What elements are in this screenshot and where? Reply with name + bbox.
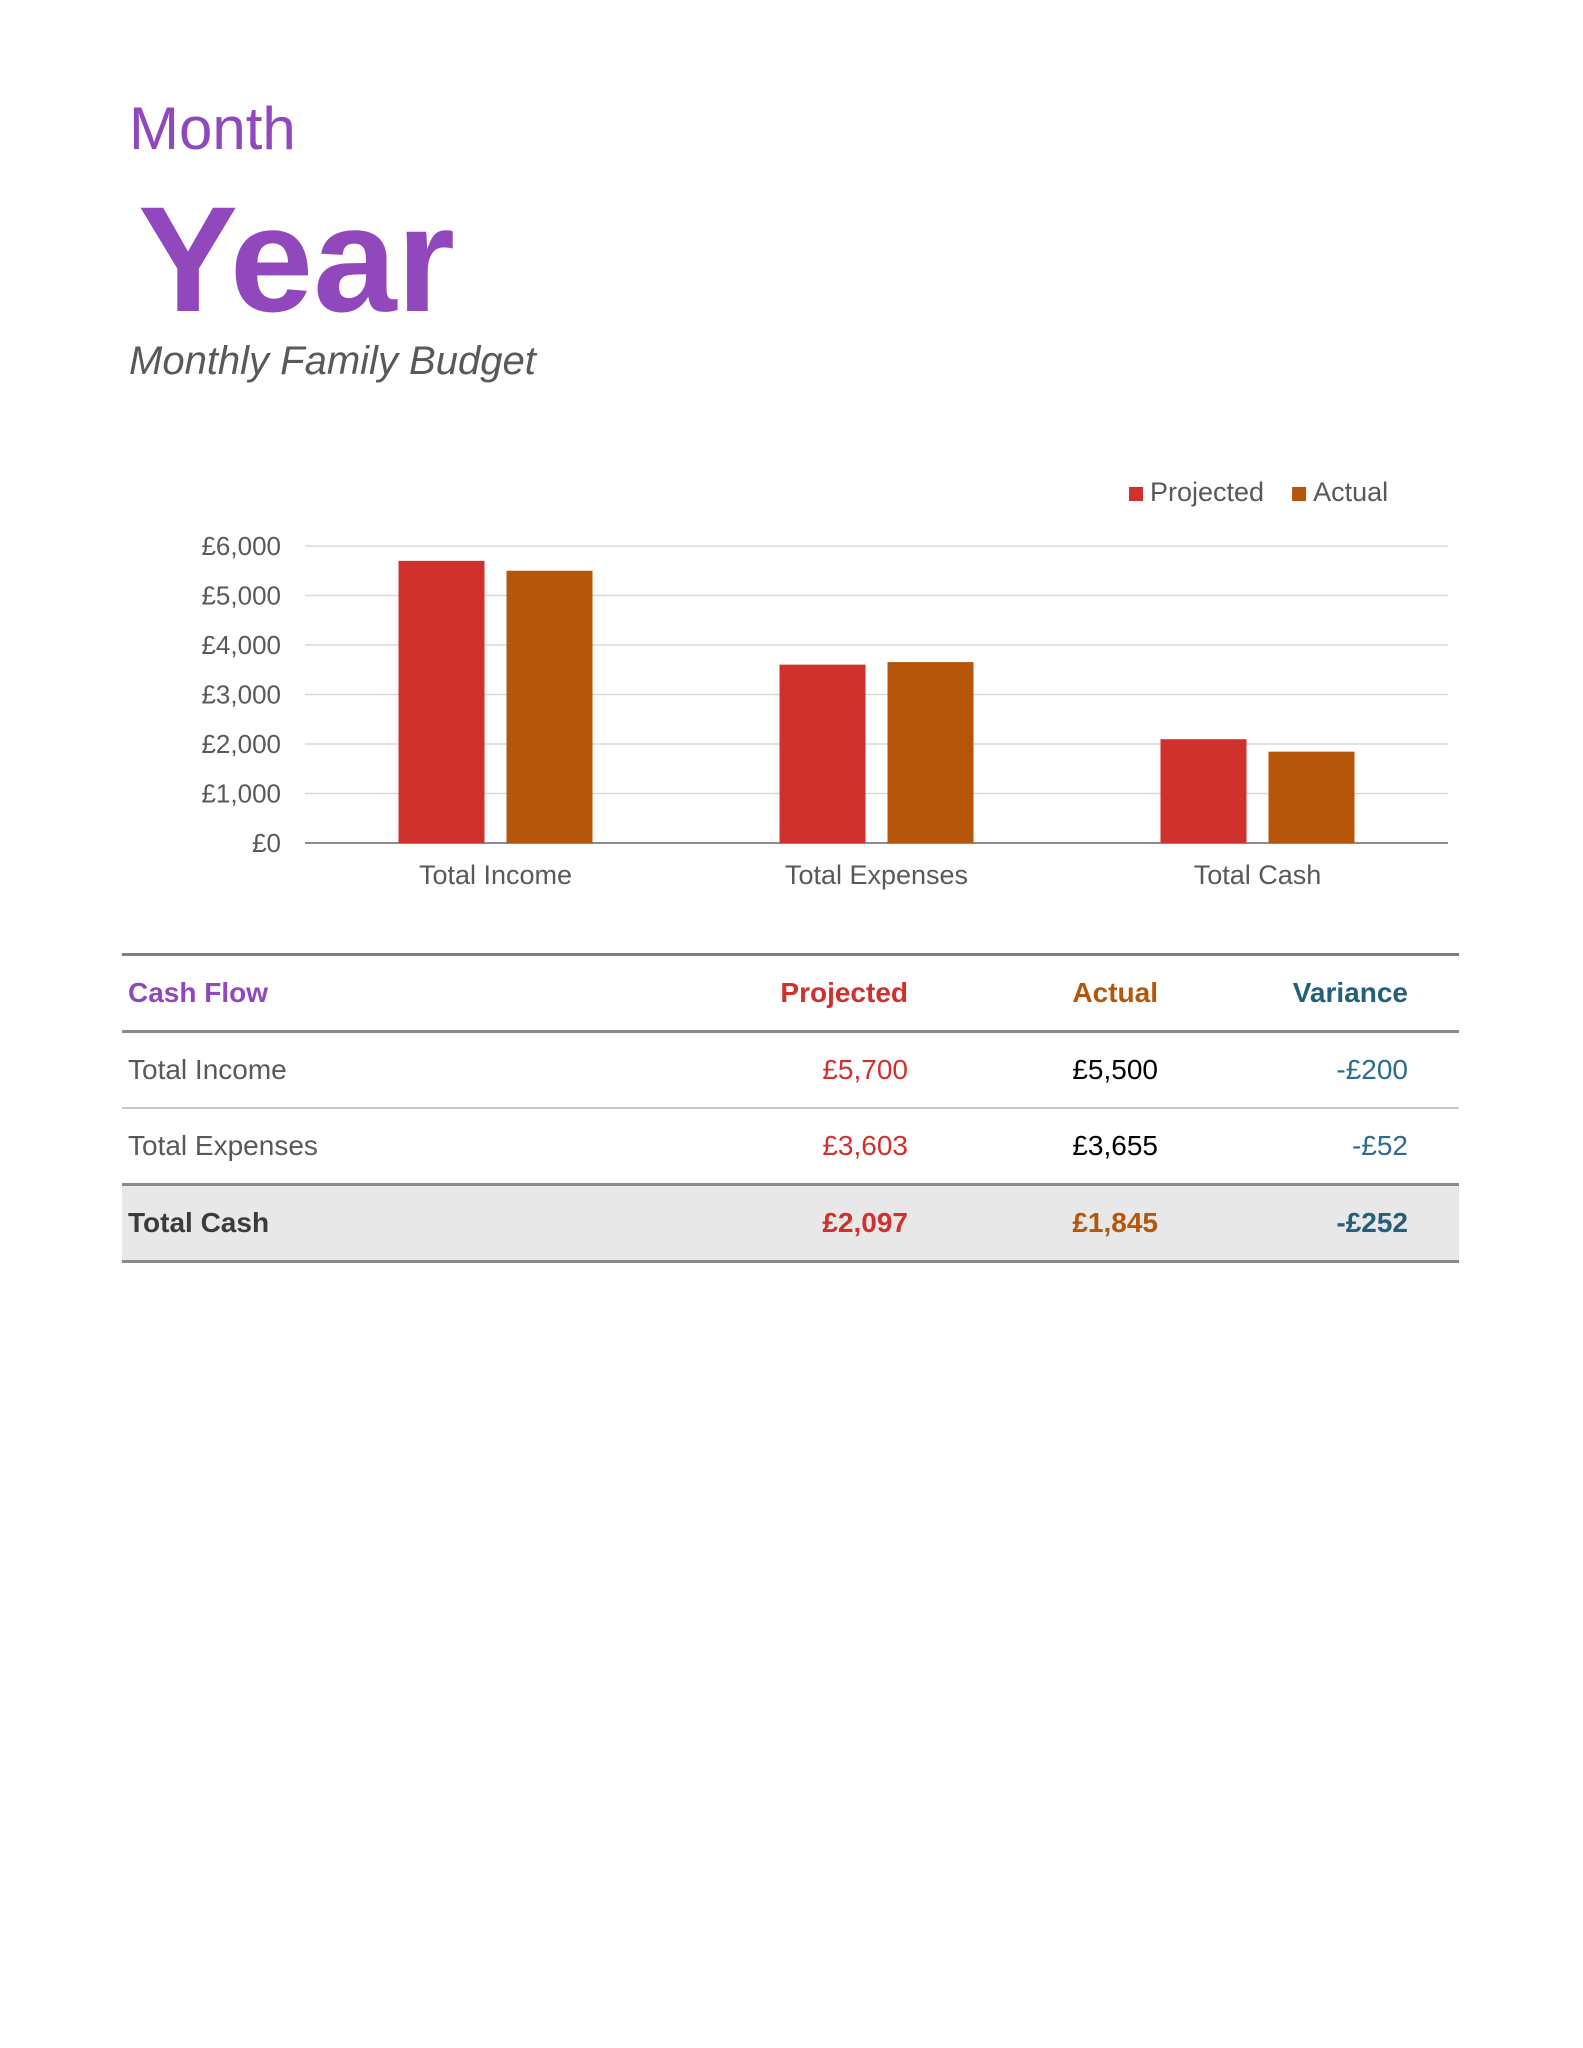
header-variance: Variance	[1158, 954, 1408, 1033]
y-tick-label: £0	[252, 828, 281, 858]
row-spacer	[1408, 1108, 1459, 1186]
total-variance: -£252	[1158, 1183, 1408, 1263]
budget-bar-chart: £0 £1,000 £2,000 £3,000 £4,000 £5,000 £6,000 To…	[0, 460, 1583, 920]
table-header-row: Cash Flow Projected Actual Variance	[122, 954, 1459, 1033]
row-spacer	[1408, 1031, 1459, 1109]
legend-label: Actual	[1313, 477, 1388, 507]
total-spacer	[1408, 1183, 1459, 1263]
row-actual: £5,500	[908, 1031, 1158, 1109]
header-cash-flow: Cash Flow	[122, 954, 718, 1033]
row-variance: -£52	[1158, 1108, 1408, 1186]
row-projected: £3,603	[718, 1108, 908, 1186]
bar-actual	[506, 570, 593, 843]
header-spacer	[1408, 954, 1459, 1033]
bar-actual	[1268, 751, 1355, 843]
legend-label: Projected	[1150, 477, 1264, 507]
x-category-label: Total Cash	[1194, 860, 1322, 890]
bar-actual	[887, 662, 974, 843]
x-category-label: Total Expenses	[785, 860, 968, 890]
y-tick-label: £2,000	[201, 729, 281, 759]
legend-swatch	[1129, 487, 1143, 501]
month-label: Month	[129, 95, 296, 162]
budget-subtitle: Monthly Family Budget	[129, 339, 536, 383]
chart-canvas: £0 £1,000 £2,000 £3,000 £4,000 £5,000 £6,000 To…	[201, 477, 1448, 890]
table-row: Total Expenses £3,603 £3,655 -£52	[122, 1108, 1459, 1186]
total-row: Total Cash £2,097 £1,845 -£252	[122, 1183, 1459, 1263]
y-tick-label: £1,000	[201, 779, 281, 809]
row-variance: -£200	[1158, 1031, 1408, 1109]
table-row: Total Income £5,700 £5,500 -£200	[122, 1031, 1459, 1109]
bar-projected	[1160, 739, 1247, 843]
row-actual: £3,655	[908, 1108, 1158, 1186]
x-category-label: Total Income	[419, 860, 572, 890]
total-projected: £2,097	[718, 1183, 908, 1263]
row-label: Total Expenses	[122, 1108, 718, 1186]
header-actual: Actual	[908, 954, 1158, 1033]
bar-projected	[398, 560, 485, 843]
y-tick-label: £6,000	[201, 531, 281, 561]
row-label: Total Income	[122, 1031, 718, 1109]
legend-swatch	[1292, 487, 1307, 501]
y-tick-label: £4,000	[201, 630, 281, 660]
year-title: Year	[138, 175, 455, 343]
y-tick-label: £5,000	[201, 581, 281, 611]
y-tick-label: £3,000	[201, 680, 281, 710]
total-label: Total Cash	[122, 1183, 718, 1263]
cash-flow-table: Cash Flow Projected Actual Variance Tota…	[122, 953, 1459, 1263]
row-projected: £5,700	[718, 1031, 908, 1109]
total-actual: £1,845	[908, 1183, 1158, 1263]
bar-projected	[779, 664, 866, 843]
header-projected: Projected	[718, 954, 908, 1033]
